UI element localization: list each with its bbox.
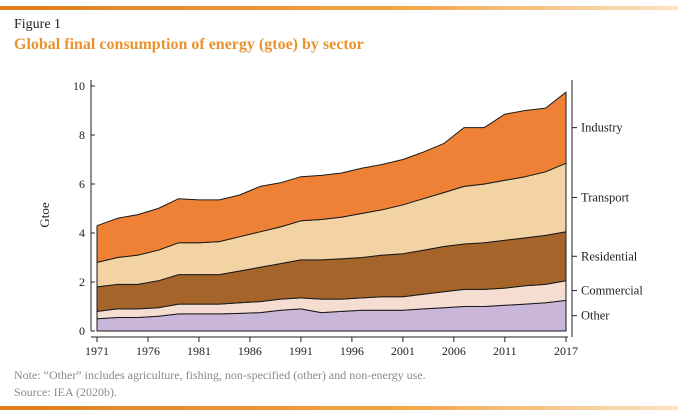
x-tick-label: 1976 bbox=[136, 344, 160, 358]
series-label-residential: Residential bbox=[581, 249, 638, 263]
series-label-industry: Industry bbox=[581, 121, 623, 135]
y-tick-label: 4 bbox=[79, 226, 85, 240]
y-tick-label: 8 bbox=[79, 128, 85, 142]
x-tick-label: 1991 bbox=[289, 344, 313, 358]
y-tick-label: 10 bbox=[73, 79, 85, 93]
x-tick-label: 2011 bbox=[493, 344, 517, 358]
bottom-rule bbox=[0, 406, 678, 410]
x-tick-label: 2006 bbox=[442, 344, 466, 358]
x-tick-label: 2001 bbox=[391, 344, 415, 358]
x-tick-label: 1971 bbox=[85, 344, 109, 358]
chart-note: Note: “Other” includes agriculture, fish… bbox=[14, 368, 426, 382]
chart-source: Source: IEA (2020b). bbox=[14, 385, 117, 399]
y-tick-label: 2 bbox=[79, 275, 85, 289]
area-layer bbox=[96, 91, 567, 332]
series-label-other: Other bbox=[581, 309, 610, 323]
x-tick-label: 1986 bbox=[238, 344, 262, 358]
series-label-transport: Transport bbox=[581, 190, 630, 204]
figure-title: Global final consumption of energy (gtoe… bbox=[14, 36, 364, 53]
y-axis-label: Gtoe bbox=[37, 202, 52, 228]
figure-label: Figure 1 bbox=[14, 17, 62, 32]
y-tick-label: 0 bbox=[79, 324, 85, 338]
axes-layer: 0 2 4 6 8 10 1971 1976 1981 1986 1991 1996 2001 2006 2… bbox=[73, 79, 643, 358]
y-tick-label: 6 bbox=[79, 177, 85, 191]
x-tick-label: 2017 bbox=[554, 344, 578, 358]
x-tick-label: 1996 bbox=[340, 344, 364, 358]
area-industry bbox=[96, 91, 567, 263]
top-rule bbox=[0, 6, 678, 10]
series-label-commercial: Commercial bbox=[581, 284, 643, 298]
x-tick-label: 1981 bbox=[187, 344, 211, 358]
